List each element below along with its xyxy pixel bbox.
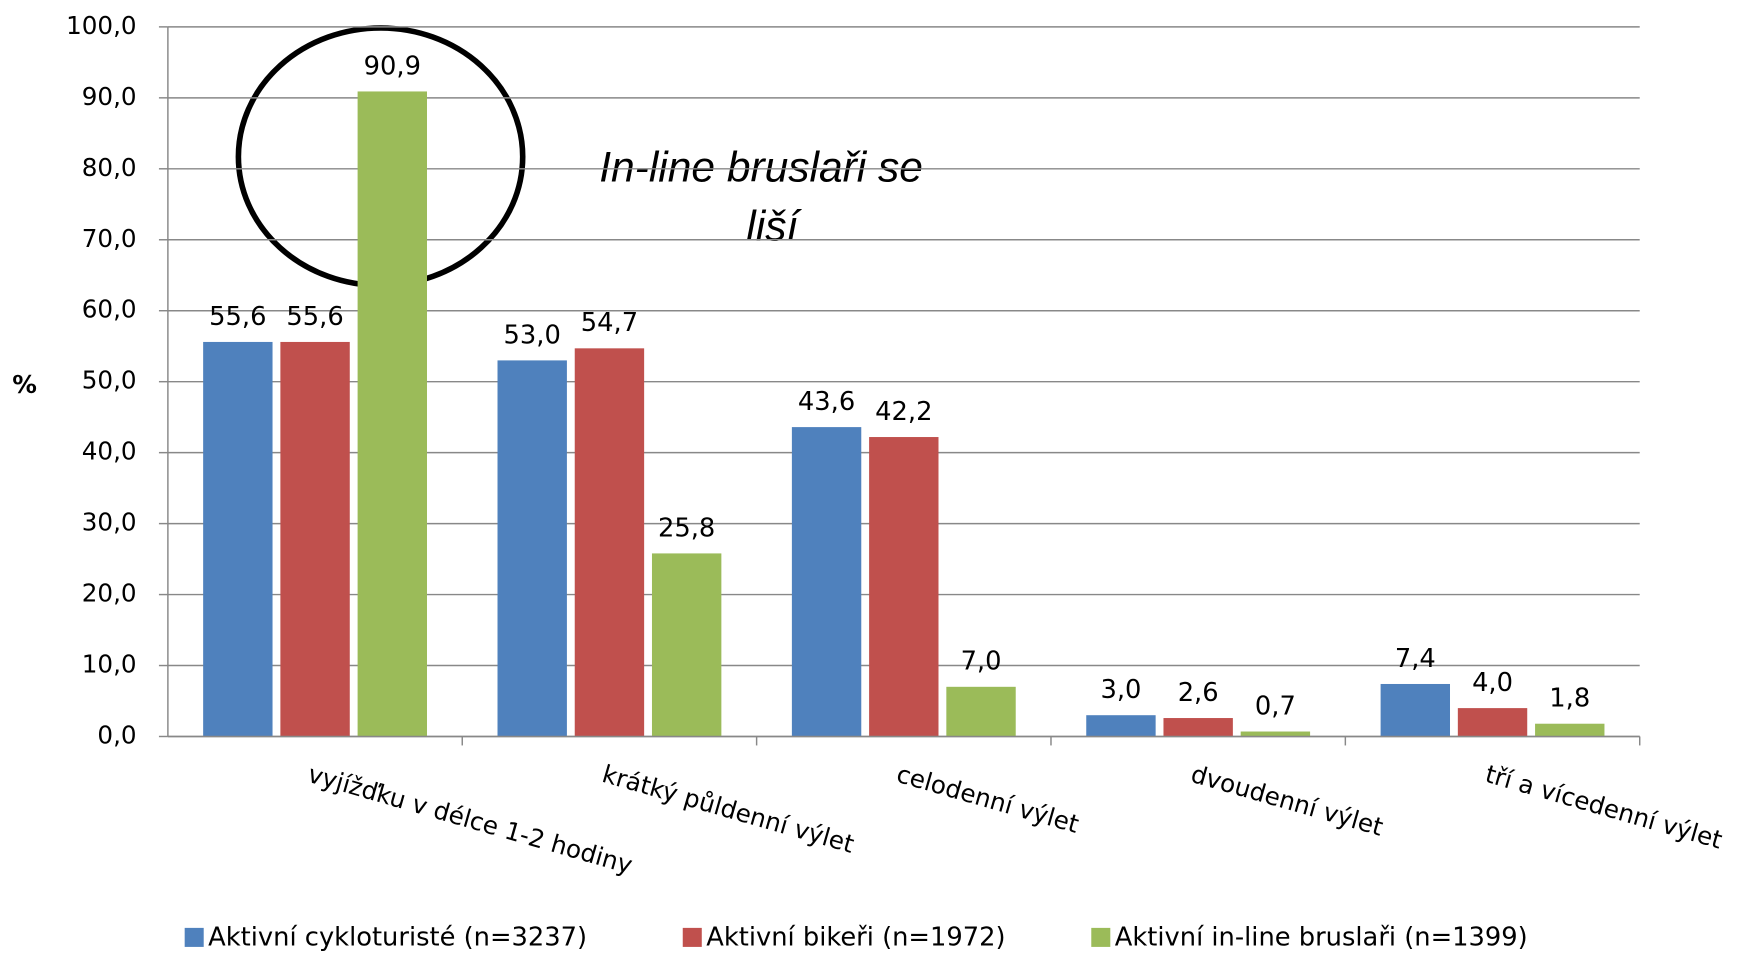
y-tick-label: 70,0 — [82, 224, 137, 253]
bar — [1457, 708, 1528, 737]
y-tick-label: 90,0 — [82, 82, 137, 111]
legend-swatch — [184, 927, 204, 947]
bar — [869, 437, 939, 737]
x-tick-label: krátký půldenní výlet — [599, 759, 858, 859]
annotation: liší — [746, 203, 802, 251]
legend-swatch — [1091, 927, 1111, 947]
y-tick-label: 80,0 — [82, 153, 137, 182]
bar — [1163, 718, 1233, 737]
data-label: 53,0 — [504, 320, 561, 350]
data-label: 3,0 — [1100, 675, 1141, 705]
bar — [1240, 731, 1311, 737]
data-label: 43,6 — [798, 387, 855, 417]
bar — [1086, 715, 1156, 737]
bar — [1380, 683, 1451, 737]
y-tick-label: 10,0 — [82, 650, 137, 679]
x-tick-label: dvoudenní výlet — [1188, 759, 1387, 842]
x-tick-label: vyjížďku v délce 1-2 hodiny — [305, 759, 636, 879]
y-tick-label: 40,0 — [82, 437, 137, 466]
data-label: 4,0 — [1472, 668, 1513, 698]
y-tick-label: 0,0 — [97, 720, 136, 749]
bar — [574, 348, 645, 737]
y-tick-label: 100,0 — [66, 11, 136, 40]
bar — [791, 427, 862, 737]
data-label: 54,7 — [581, 308, 638, 338]
data-label: 7,0 — [961, 647, 1002, 677]
x-tick-label: tří a vícedenní výlet — [1482, 759, 1726, 854]
data-label: 7,4 — [1395, 644, 1436, 674]
annotation: In-line bruslaři se — [599, 143, 923, 191]
data-label: 25,8 — [658, 513, 715, 543]
y-tick-label: 50,0 — [82, 366, 137, 395]
data-label: 55,6 — [209, 302, 266, 332]
bar — [203, 341, 273, 737]
y-tick-label: 20,0 — [82, 579, 137, 608]
y-tick-label: 60,0 — [82, 295, 137, 324]
data-label: 55,6 — [286, 302, 343, 332]
legend-label: Aktivní in-line bruslaři (n=1399) — [1115, 922, 1528, 952]
y-tick-label: 30,0 — [82, 508, 137, 537]
bar — [280, 341, 350, 737]
bar — [357, 91, 427, 737]
x-tick-label: celodenní výlet — [894, 759, 1083, 839]
legend-swatch — [682, 927, 702, 947]
bar — [946, 686, 1016, 737]
data-label: 0,7 — [1255, 691, 1296, 721]
bar — [1535, 723, 1605, 737]
bar — [497, 360, 567, 737]
legend-label: Aktivní cykloturisté (n=3237) — [208, 922, 587, 952]
y-axis-label: % — [12, 370, 37, 399]
data-label: 2,6 — [1178, 678, 1219, 708]
legend-label: Aktivní bikeři (n=1972) — [706, 922, 1005, 952]
data-label: 1,8 — [1549, 684, 1590, 714]
bar — [651, 553, 722, 737]
data-label: 42,2 — [875, 397, 932, 427]
data-label: 90,9 — [364, 51, 421, 81]
